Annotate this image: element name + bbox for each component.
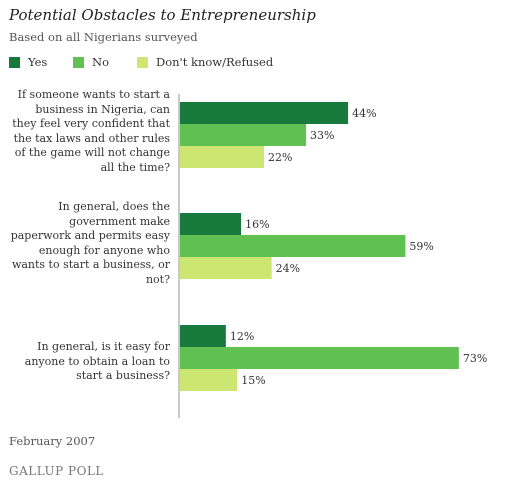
legend-swatch-no	[73, 57, 84, 68]
data-label-no-q3: 73%	[463, 352, 487, 365]
question-label-3: In general, is it easy for anyone to obt…	[24, 340, 170, 382]
data-label-dont-know-q1: 22%	[268, 151, 292, 164]
data-label-dont-know-q3: 15%	[241, 374, 265, 387]
data-label-no-q1: 33%	[310, 129, 334, 142]
bar-no-q1	[180, 124, 307, 146]
chart-title: Potential Obstacles to Entrepreneurship	[9, 6, 316, 24]
data-label-yes-q2: 16%	[245, 218, 269, 231]
bar-yes-q1	[180, 102, 349, 124]
bar-no-q2	[180, 235, 406, 257]
legend-swatch-dont-know	[137, 57, 148, 68]
legend-swatch-yes	[9, 57, 20, 68]
legend-label-yes: Yes	[28, 55, 48, 69]
bar-dont-know-q2	[180, 257, 272, 279]
legend-label-no: No	[92, 55, 109, 69]
data-label-yes-q3: 12%	[230, 330, 254, 343]
gallup-poll-logo: GALLUP POLL	[9, 464, 104, 478]
data-label-no-q2: 59%	[409, 240, 433, 253]
legend-label-dont-know: Don't know/Refused	[156, 55, 274, 69]
bar-no-q3	[180, 347, 459, 369]
date-footer: February 2007	[9, 434, 96, 448]
question-label-2: In general, does the government make pap…	[10, 200, 170, 286]
question-label-1: If someone wants to start a business in …	[12, 88, 170, 174]
bar-dont-know-q3	[180, 369, 238, 391]
bar-yes-q2	[180, 213, 242, 235]
bar-yes-q3	[180, 325, 226, 347]
bar-dont-know-q1	[180, 146, 265, 168]
chart-subtitle: Based on all Nigerians surveyed	[9, 30, 198, 44]
data-label-yes-q1: 44%	[352, 107, 376, 120]
data-label-dont-know-q2: 24%	[276, 262, 300, 275]
